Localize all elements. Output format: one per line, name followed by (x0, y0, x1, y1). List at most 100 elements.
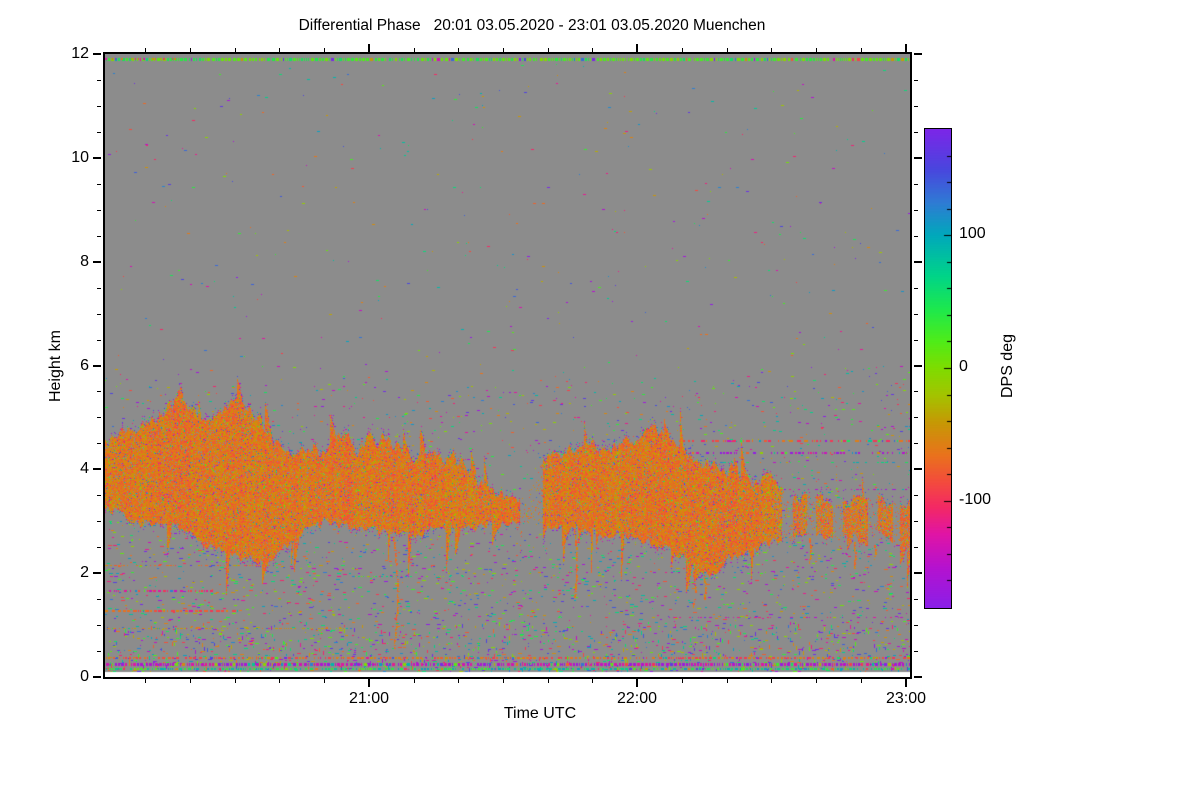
axis-tick (861, 48, 862, 52)
axis-tick (97, 80, 101, 81)
axis-tick (368, 44, 370, 52)
axis-tick (548, 679, 549, 683)
axis-tick (458, 48, 459, 52)
axis-tick (771, 679, 772, 683)
axis-tick (914, 80, 918, 81)
axis-tick (914, 132, 918, 133)
axis-tick (414, 48, 415, 52)
axis-tick (914, 236, 918, 237)
axis-tick (727, 679, 728, 683)
axis-tick (592, 679, 593, 683)
axis-tick (914, 157, 922, 159)
axis-tick (97, 651, 101, 652)
axis-tick (97, 443, 101, 444)
axis-tick (503, 48, 504, 52)
x-tick-label: 21:00 (348, 690, 390, 707)
axis-tick (905, 44, 907, 52)
axis-tick (93, 53, 101, 55)
x-axis-label: Time UTC (503, 705, 577, 722)
axis-tick (914, 340, 918, 341)
y-axis-label: Height km (47, 329, 64, 403)
axis-tick (324, 48, 325, 52)
axis-tick (682, 48, 683, 52)
axis-tick (914, 495, 918, 496)
axis-tick (97, 391, 101, 392)
axis-tick (816, 48, 817, 52)
axis-tick (190, 48, 191, 52)
axis-tick (914, 572, 922, 574)
axis-tick (97, 314, 101, 315)
axis-tick (914, 599, 918, 600)
axis-tick (235, 679, 236, 683)
axis-tick (93, 676, 101, 678)
axis-tick (914, 547, 918, 548)
axis-tick (636, 44, 638, 52)
axis-tick (592, 48, 593, 52)
axis-tick (97, 495, 101, 496)
colorbar-tick-label: -100 (959, 491, 992, 508)
axis-tick (368, 679, 370, 687)
axis-tick (97, 340, 101, 341)
axis-tick (914, 417, 918, 418)
axis-tick (914, 261, 922, 263)
x-tick-label: 23:00 (885, 690, 927, 707)
axis-tick (97, 236, 101, 237)
axis-tick (682, 679, 683, 683)
axis-tick (97, 288, 101, 289)
axis-tick (636, 679, 638, 687)
colorbar-tick-label: 0 (959, 358, 968, 375)
axis-tick (97, 417, 101, 418)
axis-tick (97, 132, 101, 133)
axis-tick (97, 625, 101, 626)
axis-tick (93, 261, 101, 263)
axis-tick (914, 314, 918, 315)
axis-tick (914, 53, 922, 55)
axis-tick (914, 625, 918, 626)
axis-tick (145, 679, 146, 683)
axis-tick (914, 365, 922, 367)
y-tick-label: 12 (71, 45, 89, 62)
axis-tick (93, 468, 101, 470)
axis-tick (914, 443, 918, 444)
axis-tick (97, 521, 101, 522)
colorbar-tick-label: 100 (959, 225, 986, 242)
axis-tick (97, 547, 101, 548)
chart-title: Differential Phase 20:01 03.05.2020 - 23… (298, 17, 766, 34)
axis-tick (771, 48, 772, 52)
axis-tick (93, 365, 101, 367)
axis-tick (97, 184, 101, 185)
axis-tick (548, 48, 549, 52)
axis-tick (914, 106, 918, 107)
axis-tick (914, 210, 918, 211)
axis-tick (279, 48, 280, 52)
axis-tick (458, 679, 459, 683)
axis-tick (93, 157, 101, 159)
axis-tick (145, 48, 146, 52)
axis-tick (503, 679, 504, 683)
colorbar-label: DPS deg (999, 333, 1016, 399)
axis-tick (914, 468, 922, 470)
axis-tick (93, 572, 101, 574)
axis-tick (190, 679, 191, 683)
axis-tick (914, 676, 922, 678)
axis-tick (97, 210, 101, 211)
axis-tick (914, 184, 918, 185)
axis-tick (235, 48, 236, 52)
axis-tick (914, 391, 918, 392)
x-tick-label: 22:00 (616, 690, 658, 707)
y-tick-label: 4 (80, 460, 89, 477)
axis-tick (727, 48, 728, 52)
y-tick-label: 10 (71, 149, 89, 166)
colorbar (924, 128, 952, 609)
axis-tick (816, 679, 817, 683)
y-tick-label: 0 (80, 668, 89, 685)
y-tick-label: 2 (80, 564, 89, 581)
axis-tick (914, 521, 918, 522)
axis-tick (414, 679, 415, 683)
y-tick-label: 8 (80, 253, 89, 270)
axis-tick (914, 288, 918, 289)
axis-tick (914, 651, 918, 652)
axis-tick (324, 679, 325, 683)
axis-tick (97, 599, 101, 600)
